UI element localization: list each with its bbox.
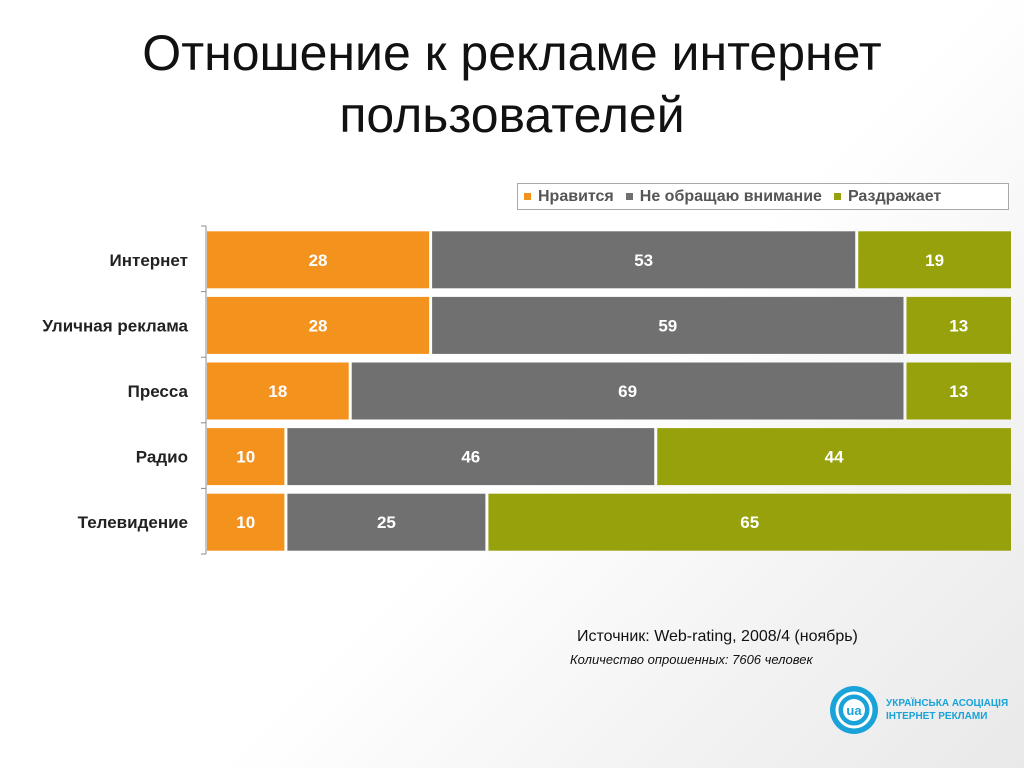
bar-segment	[432, 231, 856, 289]
bar-value-label: 28	[309, 316, 328, 335]
bar-value-label: 46	[461, 448, 480, 467]
bar-segment	[858, 231, 1011, 289]
legend-swatch-ignore	[625, 193, 633, 200]
bar-value-label: 13	[949, 316, 968, 335]
bar-segment	[488, 493, 1011, 551]
page-title: Отношение к рекламе интернет пользовател…	[0, 22, 1024, 146]
bar-segment	[906, 362, 1011, 420]
bar-segment	[287, 493, 486, 551]
bar-value-label: 28	[309, 251, 328, 270]
bar-value-label: 44	[825, 448, 844, 467]
bar-segment	[657, 428, 1011, 486]
bar-segment	[207, 231, 430, 289]
legend-label-ignore: Не обращаю внимание	[639, 187, 822, 205]
category-label: Уличная реклама	[42, 316, 188, 335]
title-line-1: Отношение к рекламе интернет	[142, 25, 882, 81]
logo-line-2: ІНТЕРНЕТ РЕКЛАМИ	[886, 711, 988, 722]
bar-segment	[207, 362, 349, 420]
legend-swatch-likes	[524, 193, 531, 200]
bar-value-label: 10	[236, 448, 255, 467]
bar-segment	[207, 296, 430, 354]
legend-label-likes: Нравится	[538, 187, 614, 205]
category-label: Интернет	[110, 251, 188, 270]
respondents-text: Количество опрошенных: 7606 человек	[570, 652, 813, 667]
bar-value-label: 53	[634, 251, 653, 270]
bar-value-label: 10	[236, 513, 255, 532]
bar-segment	[207, 493, 285, 551]
bar-value-label: 19	[925, 251, 944, 270]
bar-segment	[351, 362, 904, 420]
bar-value-label: 69	[618, 382, 637, 401]
category-label: Радио	[136, 448, 188, 467]
bar-value-label: 13	[949, 382, 968, 401]
bar-segment	[432, 296, 904, 354]
bar-value-label: 59	[658, 316, 677, 335]
title-line-2: пользователей	[339, 87, 685, 143]
legend-item-ignore: Не обращаю внимание	[625, 187, 822, 206]
stacked-bar-chart: Интернет 28 53 19 Уличная реклама 28 59 13 Пресс…	[42, 225, 1011, 555]
chart-legend: Нравится Не обращаю внимание Раздражает	[517, 183, 1009, 210]
uiaa-logo-text: УКРАЇНСЬКА АСОЦІАЦІЯ ІНТЕРНЕТ РЕКЛАМИ	[886, 697, 1008, 723]
category-label: Пресса	[128, 382, 189, 401]
bar-segment	[287, 428, 655, 486]
legend-item-likes: Нравится	[524, 188, 614, 206]
source-text: Источник: Web-rating, 2008/4 (ноябрь)	[577, 628, 858, 645]
uiaa-logo-mark: ua	[846, 703, 862, 718]
legend-item-annoys: Раздражает	[833, 187, 942, 206]
uiaa-logo-icon: ua	[830, 686, 878, 734]
legend-swatch-annoys	[833, 193, 841, 200]
bar-segment	[207, 428, 285, 486]
bar-segment	[906, 296, 1011, 354]
category-label: Телевидение	[78, 513, 188, 532]
bar-value-label: 25	[377, 513, 396, 532]
bar-value-label: 65	[740, 513, 759, 532]
legend-label-annoys: Раздражает	[847, 187, 942, 205]
uiaa-logo: ua УКРАЇНСЬКА АСОЦІАЦІЯ ІНТЕРНЕТ РЕКЛАМИ	[828, 684, 1008, 736]
bar-value-label: 18	[268, 382, 287, 401]
logo-line-1: УКРАЇНСЬКА АСОЦІАЦІЯ	[886, 698, 1009, 709]
